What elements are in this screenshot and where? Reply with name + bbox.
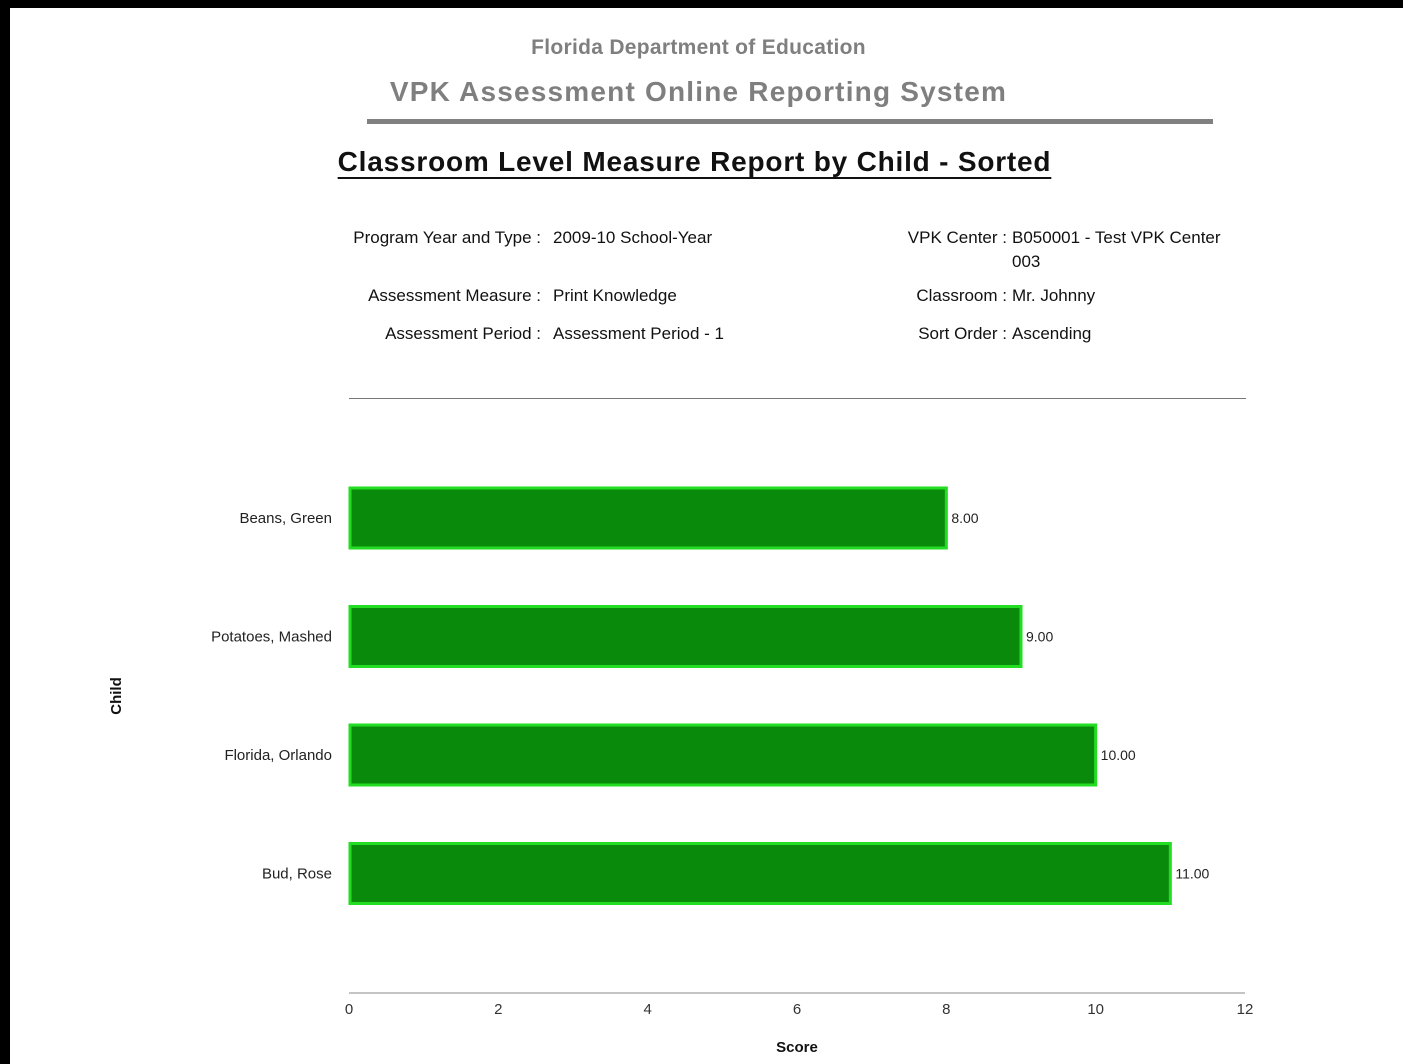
- bar-2: [348, 723, 1098, 787]
- department-name: Florida Department of Education: [531, 36, 866, 59]
- x-tick-label: 0: [345, 1001, 353, 1018]
- center-value-line2: 003: [1012, 252, 1041, 271]
- x-tick-label: 4: [643, 1001, 651, 1018]
- category-label: Beans, Green: [239, 510, 332, 527]
- x-tick-label: 12: [1237, 1001, 1254, 1018]
- header-divider: [367, 119, 1213, 124]
- report-title-text: Classroom Level Measure Report by Child …: [337, 146, 1052, 177]
- measure-label: Assessment Measure :: [368, 286, 541, 305]
- data-label: 10.00: [1101, 747, 1136, 763]
- bar-0: [348, 486, 948, 550]
- bar-chart: Beans, Green 8.00 Potatoes, Mashed 9.00 Flor…: [108, 486, 1254, 1056]
- bar-1: [348, 605, 1023, 668]
- report-page: Florida Department of Education VPK Asse…: [10, 8, 1403, 1064]
- sort-value: Ascending: [1012, 324, 1092, 343]
- x-axis-title: Score: [776, 1039, 818, 1056]
- x-tick-label: 6: [793, 1001, 801, 1018]
- center-value-line1: B050001 - Test VPK Center: [1012, 228, 1221, 247]
- sort-label: Sort Order :: [918, 324, 1007, 343]
- period-label: Assessment Period :: [385, 324, 541, 343]
- category-label: Bud, Rose: [262, 866, 332, 883]
- x-tick-label: 8: [942, 1001, 950, 1018]
- program-year-value: 2009-10 School-Year: [553, 228, 713, 247]
- y-axis-title: Child: [108, 677, 125, 715]
- data-label: 8.00: [951, 510, 978, 526]
- classroom-value: Mr. Johnny: [1012, 286, 1096, 305]
- x-tick-label: 2: [494, 1001, 502, 1018]
- measure-value: Print Knowledge: [553, 286, 677, 305]
- program-year-label: Program Year and Type :: [353, 228, 541, 247]
- data-label: 11.00: [1175, 866, 1209, 882]
- chart-divider: [349, 398, 1246, 399]
- data-label: 9.00: [1026, 629, 1053, 645]
- report-title: Classroom Level Measure Report by Child …: [10, 146, 1403, 178]
- classroom-label: Classroom :: [916, 286, 1007, 305]
- category-label: Potatoes, Mashed: [211, 629, 332, 646]
- category-label: Florida, Orlando: [224, 747, 332, 764]
- period-value: Assessment Period - 1: [553, 324, 725, 343]
- x-tick-label: 10: [1087, 1001, 1104, 1018]
- center-label: VPK Center :: [907, 228, 1007, 247]
- system-name: VPK Assessment Online Reporting System: [389, 76, 1008, 107]
- bar-3: [348, 842, 1172, 905]
